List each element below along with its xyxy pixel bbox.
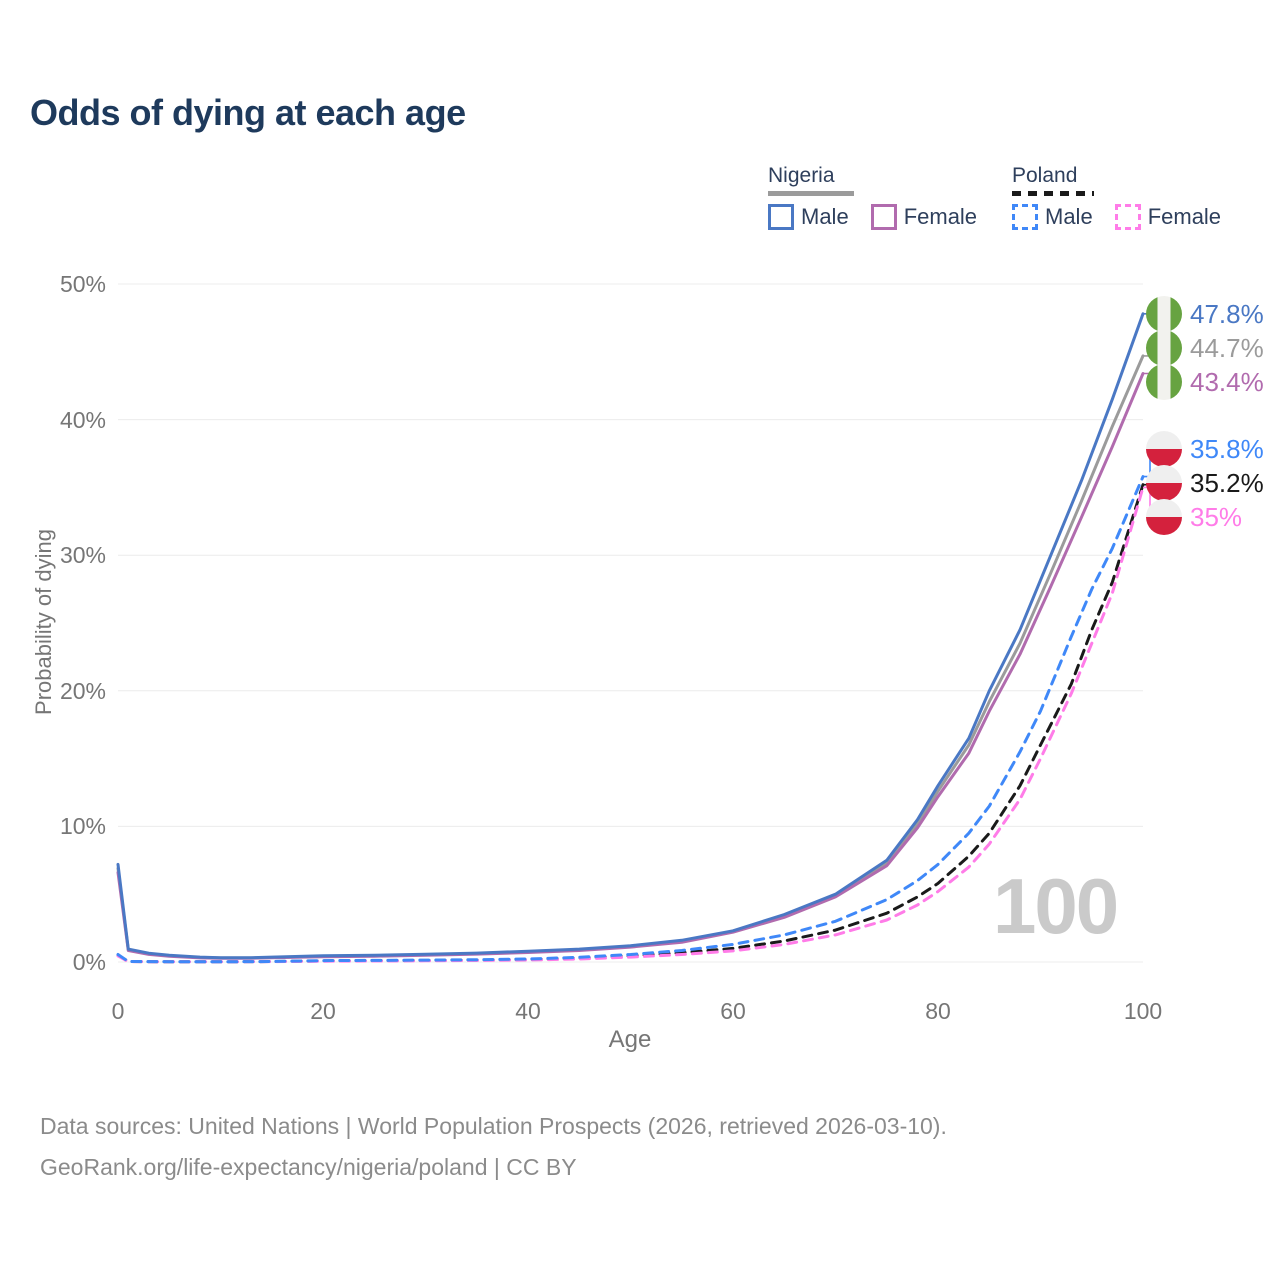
y-tick-50: 50% xyxy=(59,271,106,297)
poland-flag-icon xyxy=(1146,430,1182,467)
end-value-nigeria-male: 47.8% xyxy=(1190,298,1264,329)
legend-item-poland-female[interactable]: Female xyxy=(1114,204,1222,230)
y-tick-40: 40% xyxy=(59,406,106,433)
poland-dashed-line-sample xyxy=(1012,191,1094,196)
x-tick-100: 100 xyxy=(1123,998,1163,1024)
data-sources-line: Data sources: United Nations | World Pop… xyxy=(40,1113,947,1139)
legend-item-nigeria-male[interactable]: Male xyxy=(768,204,849,230)
x-axis-title: Age xyxy=(608,1026,652,1053)
y-tick-30: 30% xyxy=(59,542,106,569)
series-line-nigeria-female[interactable] xyxy=(116,372,1145,960)
y-tick-20: 20% xyxy=(59,677,106,704)
nigeria-flag-icon xyxy=(1146,295,1182,332)
poland-flag-icon xyxy=(1146,464,1182,501)
legend-item-label: Female xyxy=(1147,204,1222,229)
end-value-nigeria-both: 44.7% xyxy=(1190,332,1264,363)
end-value-poland-both: 35.2% xyxy=(1190,467,1264,498)
series-line-poland-female[interactable] xyxy=(116,485,1145,964)
legend-item-label: Male xyxy=(1045,204,1093,229)
nigeria-flag-icon xyxy=(1146,329,1182,366)
nigeria-female-swatch xyxy=(870,204,897,230)
x-tick-80: 80 xyxy=(925,998,951,1024)
page-title: Odds of dying at each age xyxy=(30,92,466,133)
legend-country-poland: Poland xyxy=(1012,164,1078,187)
legend-item-poland-male[interactable]: Male xyxy=(1012,204,1093,230)
legend-item-nigeria-female[interactable]: Female xyxy=(870,204,978,230)
series-line-nigeria-both[interactable] xyxy=(116,354,1145,960)
x-tick-0: 0 xyxy=(111,998,125,1024)
end-value-poland-male: 35.8% xyxy=(1190,433,1264,464)
watermark-age-100: 100 xyxy=(993,862,1119,950)
license-line: GeoRank.org/life-expectancy/nigeria/pola… xyxy=(40,1154,577,1180)
end-value-nigeria-female: 43.4% xyxy=(1190,366,1264,397)
legend-group-poland: Poland Male Female xyxy=(1012,163,1221,230)
y-tick-10: 10% xyxy=(59,813,106,840)
legend-item-label: Female xyxy=(903,204,978,229)
x-tick-60: 60 xyxy=(720,998,746,1024)
series-line-poland-both[interactable] xyxy=(116,483,1145,964)
y-tick-0: 0% xyxy=(72,949,106,975)
x-tick-40: 40 xyxy=(515,998,541,1024)
series-line-poland-male[interactable] xyxy=(116,475,1145,964)
nigeria-male-swatch xyxy=(768,204,794,230)
x-tick-20: 20 xyxy=(310,998,336,1024)
legend-group-nigeria: Nigeria Male Female xyxy=(768,163,977,230)
poland-flag-icon xyxy=(1146,498,1182,535)
end-value-poland-female: 35% xyxy=(1190,501,1243,532)
source-attribution: Data sources: United Nations | World Pop… xyxy=(40,1106,947,1188)
poland-male-swatch xyxy=(1012,204,1038,230)
series-line-nigeria-male[interactable] xyxy=(116,312,1145,960)
poland-female-swatch xyxy=(1114,204,1141,230)
nigeria-solid-line-sample xyxy=(768,191,854,196)
nigeria-flag-icon xyxy=(1146,363,1182,400)
legend-country-nigeria: Nigeria xyxy=(768,164,835,187)
legend-item-label: Male xyxy=(801,204,849,229)
